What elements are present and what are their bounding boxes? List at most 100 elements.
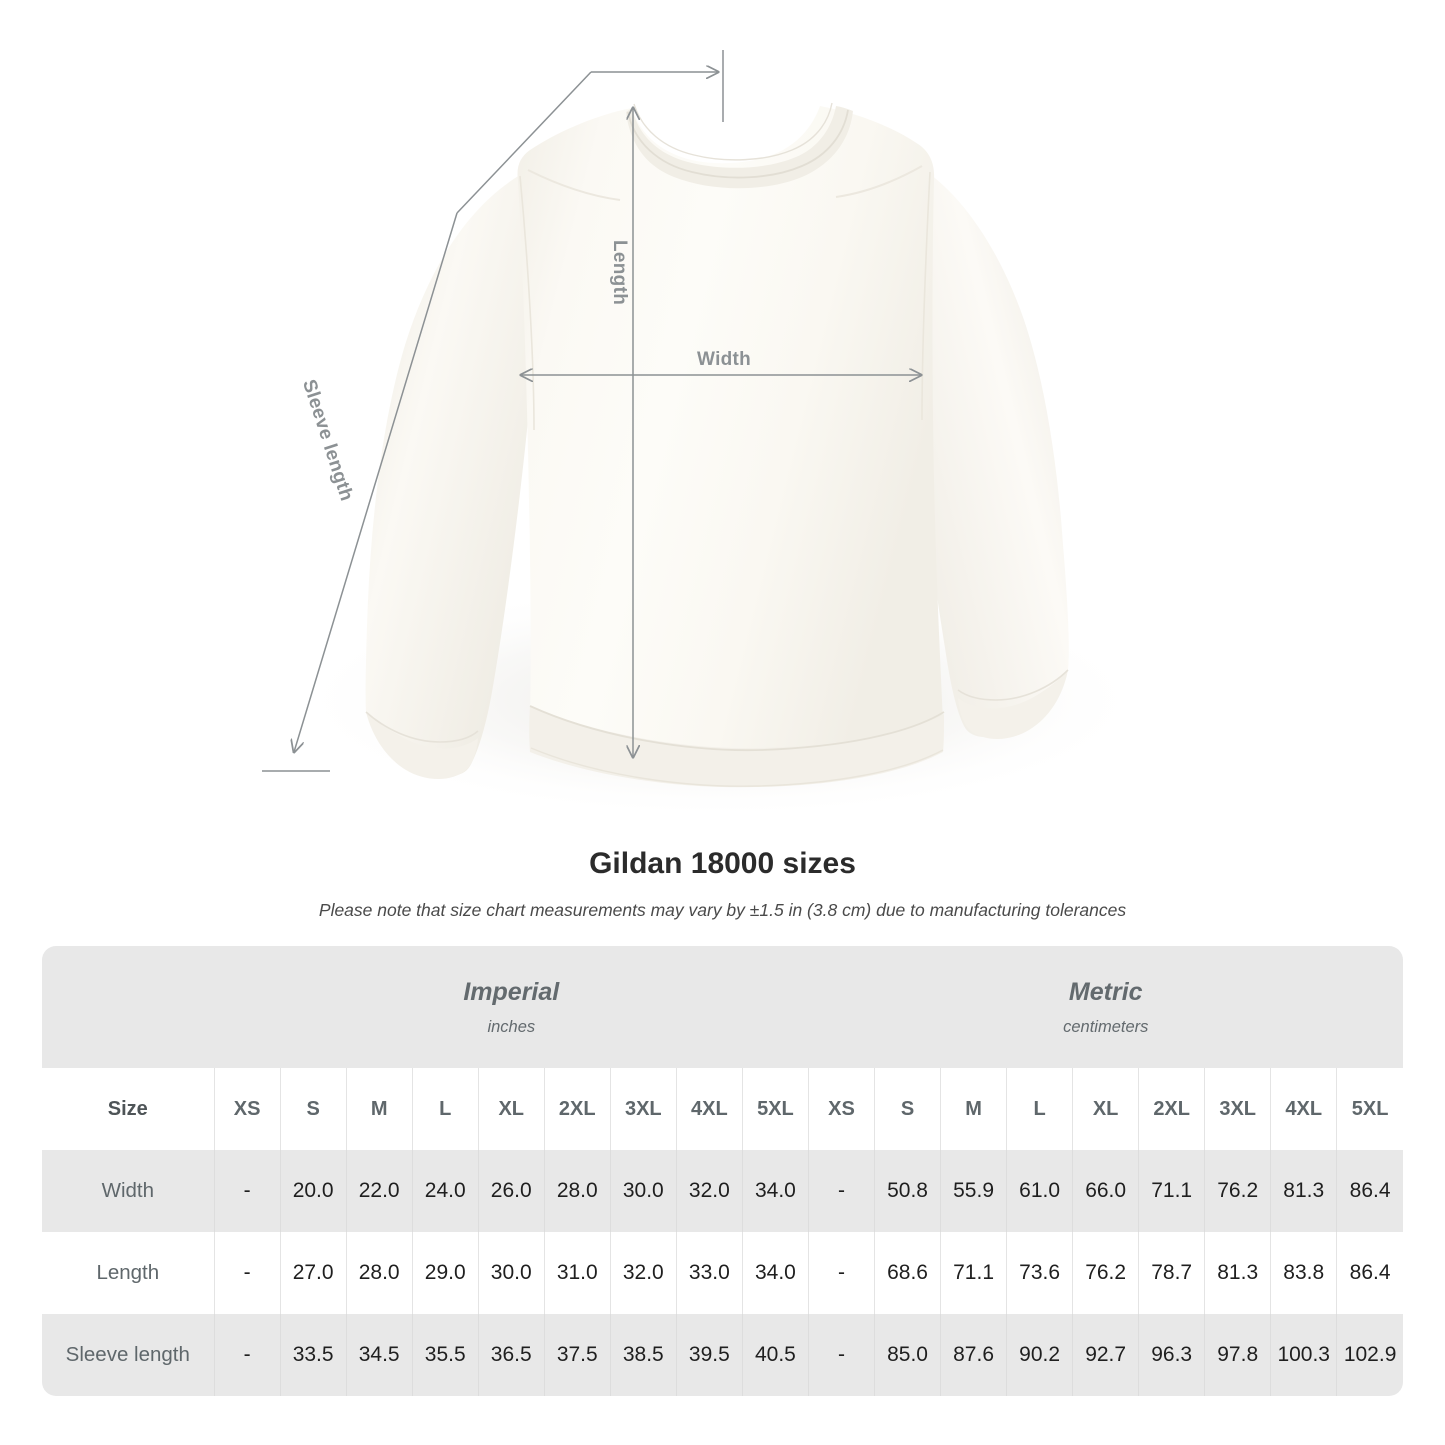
bottom-hem: [529, 706, 944, 788]
size-column-header: 4XL: [675, 1068, 743, 1150]
measurement-value: 86.4: [1336, 1232, 1403, 1314]
measurement-value: -: [807, 1150, 875, 1232]
measurement-value: 33.0: [675, 1232, 743, 1314]
measurement-row-label: Width: [42, 1150, 215, 1232]
measurement-value: 33.5: [279, 1314, 347, 1396]
size-chart-table: Imperial inches Metric centimeters Size XS S…: [42, 946, 1403, 1396]
measurement-value: -: [807, 1314, 875, 1396]
measurement-value: 76.2: [1204, 1150, 1271, 1232]
measurement-value: 37.5: [543, 1314, 611, 1396]
measurement-value: 50.8: [874, 1150, 941, 1232]
size-column-header: 2XL: [1138, 1068, 1205, 1150]
page-title: Gildan 18000 sizes: [589, 847, 856, 880]
left-sleeve: [365, 175, 534, 776]
unit-banner-spacer: [42, 946, 215, 1068]
size-column-header: 2XL: [543, 1068, 611, 1150]
measurement-value: 78.7: [1138, 1232, 1205, 1314]
measurement-value: 96.3: [1138, 1314, 1205, 1396]
measurement-value: 83.8: [1270, 1232, 1337, 1314]
measurement-value: 34.5: [345, 1314, 413, 1396]
table-row: Sleeve length -33.5 34.5 35.5 36.5 37.5 38.5 39…: [42, 1314, 1403, 1396]
measurement-value: 97.8: [1204, 1314, 1271, 1396]
measurement-value: 100.3: [1270, 1314, 1337, 1396]
garment-diagram: Length Width Sleeve length: [262, 50, 1150, 820]
size-column-header: 5XL: [1336, 1068, 1403, 1150]
sweatshirt-body: [517, 106, 944, 784]
measurement-value: 26.0: [477, 1150, 545, 1232]
size-column-header: XS: [213, 1068, 281, 1150]
length-label: Length: [609, 240, 630, 306]
measurement-value: 81.3: [1270, 1150, 1337, 1232]
unit-group-imperial: Imperial inches: [214, 946, 809, 1068]
measurement-disclaimer: Please note that size chart measurements…: [318, 900, 1127, 920]
measurement-value: 81.3: [1204, 1232, 1271, 1314]
measurement-value: 39.5: [675, 1314, 743, 1396]
measurement-value: 20.0: [279, 1150, 347, 1232]
measurement-value: 30.0: [477, 1232, 545, 1314]
sleeve-diagonal-lower: [294, 212, 458, 752]
title-block: Gildan 18000 sizes Please note that size…: [0, 845, 1445, 921]
measurement-value: 32.0: [609, 1232, 677, 1314]
size-column-header: M: [345, 1068, 413, 1150]
unit-group-name: Metric: [1068, 977, 1143, 1006]
sleeve-diagonal-upper: [456, 71, 592, 214]
size-column-header: 3XL: [1204, 1068, 1271, 1150]
measurement-value: 28.0: [345, 1232, 413, 1314]
measurement-value: 68.6: [874, 1232, 941, 1314]
unit-group-name: Imperial: [463, 977, 560, 1006]
measurement-value: 38.5: [609, 1314, 677, 1396]
size-column-header: S: [874, 1068, 941, 1150]
size-chart-table-wrapper: Imperial inches Metric centimeters Size XS S…: [42, 946, 1403, 1396]
size-column-header: XL: [477, 1068, 545, 1150]
measurement-value: 87.6: [940, 1314, 1007, 1396]
measurement-value: 86.4: [1336, 1150, 1403, 1232]
measurement-value: 90.2: [1006, 1314, 1073, 1396]
measurement-row-label: Length: [42, 1232, 215, 1314]
table-row: Width -20.0 22.0 24.0 26.0 28.0 30.0 32.0 34.0-5…: [42, 1150, 1403, 1232]
measurement-value: 28.0: [543, 1150, 611, 1232]
size-column-header: L: [411, 1068, 479, 1150]
width-label: Width: [697, 349, 752, 370]
measurement-value: -: [807, 1232, 875, 1314]
measurement-value: 85.0: [874, 1314, 941, 1396]
measurement-value: 22.0: [345, 1150, 413, 1232]
size-column-header: S: [279, 1068, 347, 1150]
size-column-header: XL: [1072, 1068, 1139, 1150]
measurement-value: 40.5: [741, 1314, 809, 1396]
measurement-value: 102.9: [1336, 1314, 1403, 1396]
right-sleeve: [907, 165, 1069, 738]
measurement-value: 36.5: [477, 1314, 545, 1396]
size-column-header: XS: [807, 1068, 875, 1150]
measurement-value: 34.0: [741, 1150, 809, 1232]
measurement-value: 61.0: [1006, 1150, 1073, 1232]
measurement-value: 71.1: [1138, 1150, 1205, 1232]
sweatshirt-illustration: [262, 50, 1150, 820]
measurement-value: 66.0: [1072, 1150, 1139, 1232]
measurement-value: 73.6: [1006, 1232, 1073, 1314]
right-cuff: [958, 670, 1068, 739]
unit-group-subtitle: centimeters: [1063, 1017, 1149, 1036]
unit-group-metric: Metric centimeters: [808, 946, 1403, 1068]
measurement-value: 27.0: [279, 1232, 347, 1314]
measurement-value: 76.2: [1072, 1232, 1139, 1314]
measurement-value: -: [213, 1314, 281, 1396]
measurement-row-label: Sleeve length: [42, 1314, 215, 1396]
measurement-value: 30.0: [609, 1150, 677, 1232]
measurement-value: 32.0: [675, 1150, 743, 1232]
measurement-value: 34.0: [741, 1232, 809, 1314]
measurement-value: 92.7: [1072, 1314, 1139, 1396]
measurement-value: 24.0: [411, 1150, 479, 1232]
unit-group-subtitle: inches: [487, 1017, 536, 1036]
size-column-header: 4XL: [1270, 1068, 1337, 1150]
measurement-value: 55.9: [940, 1150, 1007, 1232]
size-column-header: 5XL: [741, 1068, 809, 1150]
table-row: Length -27.0 28.0 29.0 30.0 31.0 32.0 33.0 34.0-…: [42, 1232, 1403, 1314]
measurement-value: 31.0: [543, 1232, 611, 1314]
measurement-value: -: [213, 1232, 281, 1314]
size-column-header: 3XL: [609, 1068, 677, 1150]
measurement-value: 35.5: [411, 1314, 479, 1396]
measurement-value: -: [213, 1150, 281, 1232]
size-column-header: L: [1006, 1068, 1073, 1150]
measurement-value: 29.0: [411, 1232, 479, 1314]
size-header-label: Size: [42, 1068, 215, 1150]
